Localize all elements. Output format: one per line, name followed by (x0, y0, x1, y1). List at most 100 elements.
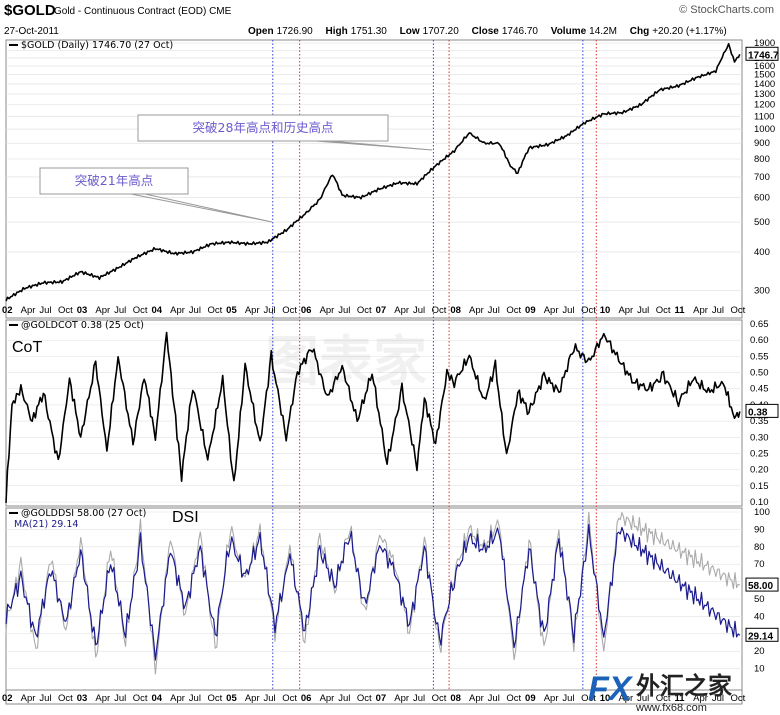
cot-series-line (5, 331, 741, 503)
bottom-x-tick-label: Oct (282, 693, 297, 704)
price-last-value: 1746.7 (745, 46, 779, 61)
price-x-tick-label: Oct (357, 305, 372, 316)
watermark-faint: 图表家 (265, 330, 427, 393)
price-x-tick-label: Jul (114, 305, 126, 316)
price-tick-label: 1000 (754, 124, 775, 135)
price-x-tick-label: Apr (95, 305, 110, 316)
bottom-x-tick-label: Apr (320, 693, 335, 704)
dsi-raw-line (5, 511, 741, 675)
bottom-x-tick-label: Jul (338, 693, 350, 704)
watermark-logo: FX 外汇之家 www.fx68.com 图表家 (265, 330, 732, 714)
bottom-x-tick-label: Apr (95, 693, 110, 704)
price-x-tick-label: Oct (207, 305, 222, 316)
bottom-x-tick-label: Apr (21, 693, 36, 704)
chart-date: 27-Oct-2011 (4, 26, 59, 37)
price-x-tick-label: 06 (301, 305, 312, 316)
bottom-x-tick-label: Oct (506, 693, 521, 704)
price-tick-label: 1400 (754, 79, 775, 90)
bottom-x-tick-label: 08 (450, 693, 461, 704)
high-label: High (325, 26, 348, 37)
volume-value: 14.2M (589, 26, 617, 37)
price-x-tick-label: Apr (320, 305, 335, 316)
price-x-tick-label: 08 (450, 305, 461, 316)
panel-frame (5, 319, 743, 507)
price-x-tick-label: Apr (245, 305, 260, 316)
price-x-tick-label: Apr (693, 305, 708, 316)
open-label: Open (248, 26, 274, 37)
instrument-name: Gold - Continuous Contract (EOD) (54, 6, 207, 17)
price-x-tick-label: 03 (77, 305, 88, 316)
panel-frame (5, 39, 743, 319)
dsi-ma-line (5, 523, 741, 661)
price-x-tick-label: Jul (637, 305, 649, 316)
watermark-url: www.fx68.com (635, 702, 707, 714)
price-x-tick-label: Jul (413, 305, 425, 316)
svg-text:突破21年高点: 突破21年高点 (75, 173, 153, 188)
price-x-tick-label: Jul (562, 305, 574, 316)
bottom-x-tick-label: Apr (469, 693, 484, 704)
dsi-tick-label: 40 (754, 611, 765, 622)
price-x-tick-label: 11 (674, 305, 685, 316)
price-x-tick-label: Oct (282, 305, 297, 316)
dsi-tick-label: 50 (754, 594, 765, 605)
price-x-tick-label: Jul (712, 305, 724, 316)
bottom-x-tick-label: Oct (656, 693, 671, 704)
price-tick-label: 1500 (754, 70, 775, 81)
cot-tick-label: 0.10 (750, 497, 769, 508)
dsi-tick-label: 100 (754, 507, 770, 518)
cot-tick-label: 0.45 (750, 384, 769, 395)
price-tick-label: 1300 (754, 89, 775, 100)
dsi-legend: @GOLDDSI 58.00 (27 Oct) (21, 508, 146, 519)
bottom-x-tick-label: Oct (432, 693, 447, 704)
cot-panel-label: CoT (12, 339, 42, 356)
dsi-tick-label: 10 (754, 664, 765, 675)
bottom-x-tick-label: Apr (618, 693, 633, 704)
bottom-x-tick-label: 02 (2, 693, 13, 704)
cot-tick-label: 0.35 (750, 416, 769, 427)
callout-21yr: 突破21年高点 (39, 167, 273, 223)
price-x-tick-label: Apr (544, 305, 559, 316)
cot-legend: @GOLDCOT 0.38 (25 Oct) (21, 320, 144, 331)
stockcharts-brand[interactable]: © StockCharts.com (679, 4, 774, 16)
annotation-callouts: 突破21年高点 突破28年高点和历史高点 (39, 114, 433, 223)
x-axis-band (5, 689, 743, 705)
chg-value: +20.20 (+1.17%) (652, 26, 727, 37)
low-label: Low (399, 26, 420, 37)
bottom-x-tick-label: Apr (394, 693, 409, 704)
price-x-tick-label: Oct (506, 305, 521, 316)
cot-tick-label: 0.25 (750, 448, 769, 459)
bottom-x-tick-label: Oct (731, 693, 746, 704)
close-value: 1746.70 (501, 26, 538, 37)
svg-text:1746.7: 1746.7 (748, 50, 779, 61)
price-tick-label: 700 (754, 172, 770, 183)
price-tick-label: 1600 (754, 61, 775, 72)
price-x-tick-label: Oct (581, 305, 596, 316)
price-x-tick-label: Jul (488, 305, 500, 316)
cot-tick-label: 0.60 (750, 335, 769, 346)
bottom-x-tick-label: Jul (264, 693, 276, 704)
svg-text:58.00: 58.00 (748, 581, 773, 592)
cot-tick-label: 0.30 (750, 432, 769, 443)
dsi-tick-label: 70 (754, 559, 765, 570)
dsi-ma-last-value: 29.14 (745, 627, 779, 642)
price-x-tick-label: Apr (618, 305, 633, 316)
cot-last-value: 0.38 (745, 403, 779, 418)
chg-label: Chg (629, 26, 650, 37)
bottom-x-tick-label: 09 (525, 693, 536, 704)
watermark-fx: FX (588, 670, 634, 708)
price-x-tick-label: 07 (376, 305, 387, 316)
cot-tick-label: 0.65 (750, 319, 769, 330)
price-tick-label: 600 (754, 193, 770, 204)
price-x-tick-label: 02 (2, 305, 13, 316)
bottom-x-tick-label: Apr (544, 693, 559, 704)
bottom-x-tick-label: 03 (77, 693, 88, 704)
price-series-line (5, 43, 741, 302)
close-label: Close (471, 26, 499, 37)
dsi-tick-label: 20 (754, 646, 765, 657)
exchange-label: CME (209, 6, 232, 17)
cot-tick-label: 0.55 (750, 351, 769, 362)
bottom-x-tick-label: Jul (637, 693, 649, 704)
price-x-tick-label: 04 (151, 305, 162, 316)
price-x-tick-label: Oct (58, 305, 73, 316)
